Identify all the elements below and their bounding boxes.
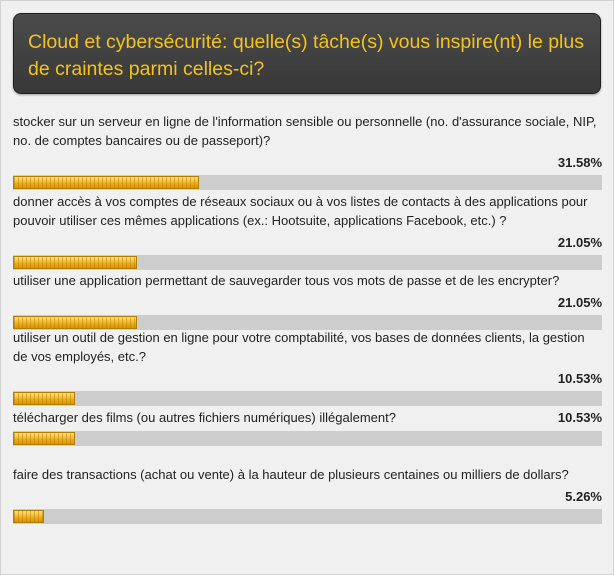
poll-title: Cloud et cybersécurité: quelle(s) tâche(…	[28, 31, 584, 80]
result-bar-track	[13, 431, 602, 446]
result-bar-track	[13, 391, 602, 406]
answer-percentage: 10.53%	[557, 410, 602, 425]
answer-label: utiliser une application permettant de s…	[13, 273, 560, 288]
poll-header: Cloud et cybersécurité: quelle(s) tâche(…	[13, 13, 601, 94]
answer-label: faire des transactions (achat ou vente) …	[13, 467, 569, 482]
result-bar-fill	[13, 176, 199, 189]
answer-percentage: 5.26%	[565, 489, 602, 504]
answer-label: télécharger des films (ou autres fichier…	[13, 410, 396, 425]
result-bar-fill	[13, 256, 137, 269]
poll-answer: faire des transactions (achat ou vente) …	[13, 462, 602, 524]
answer-percentage: 31.58%	[557, 155, 602, 170]
result-bar-track	[13, 175, 602, 190]
poll-results: stocker sur un serveur en ligne de l'inf…	[13, 109, 602, 524]
answer-label: stocker sur un serveur en ligne de l'inf…	[13, 114, 597, 148]
poll-answer: télécharger des films (ou autres fichier…	[13, 405, 602, 462]
result-bar-fill	[13, 432, 76, 445]
poll-answer: donner accès à vos comptes de réseaux so…	[13, 189, 602, 270]
answer-label: utiliser un outil de gestion en ligne po…	[13, 330, 585, 364]
poll-answer: stocker sur un serveur en ligne de l'inf…	[13, 109, 602, 190]
poll-answer: utiliser un outil de gestion en ligne po…	[13, 325, 602, 406]
poll-answer: utiliser une application permettant de s…	[13, 268, 602, 330]
result-bar-fill	[13, 392, 76, 405]
result-bar-track	[13, 509, 602, 524]
result-bar-fill	[13, 316, 137, 329]
answer-percentage: 10.53%	[557, 371, 602, 386]
result-bar-track	[13, 255, 602, 270]
answer-label: donner accès à vos comptes de réseaux so…	[13, 194, 588, 228]
result-bar-track	[13, 315, 602, 330]
answer-percentage: 21.05%	[557, 295, 602, 310]
answer-percentage: 21.05%	[557, 235, 602, 250]
result-bar-fill	[13, 510, 44, 523]
